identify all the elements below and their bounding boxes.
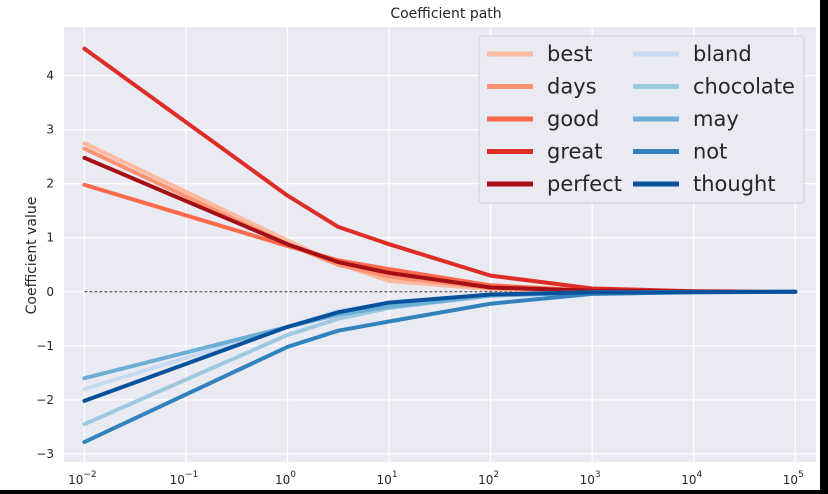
series-line-thought bbox=[82, 289, 798, 403]
y-tick-label: −1 bbox=[36, 339, 54, 353]
x-tick-exponent: −2 bbox=[83, 470, 96, 480]
x-tick-label: 102 bbox=[478, 470, 499, 487]
x-tick-label: 100 bbox=[275, 470, 296, 487]
x-tick-label: 10−2 bbox=[68, 470, 97, 487]
series-lines bbox=[82, 46, 798, 444]
x-tick-exponent: 4 bbox=[696, 470, 702, 480]
legend-label-perfect: perfect bbox=[547, 172, 622, 196]
x-tick-exponent: −1 bbox=[185, 470, 198, 480]
y-tick-label: 2 bbox=[46, 177, 54, 191]
legend-label-best: best bbox=[547, 42, 592, 66]
legend-label-days: days bbox=[547, 75, 597, 99]
x-tick-exponent: 3 bbox=[595, 470, 601, 480]
legend: best days good great perfect bland chocolate ma… bbox=[478, 35, 805, 204]
x-axis-ticks: 10−2 10−1 100 101 102 103 104 105 bbox=[68, 470, 804, 487]
x-tick-exponent: 2 bbox=[493, 470, 499, 480]
y-tick-label: 4 bbox=[46, 69, 54, 83]
x-tick-label: 104 bbox=[681, 470, 702, 487]
legend-label-not: not bbox=[693, 140, 727, 164]
x-tick-label: 105 bbox=[783, 470, 804, 487]
y-tick-label: 3 bbox=[46, 123, 54, 137]
chart-title: Coefficient path bbox=[390, 6, 501, 22]
y-axis-label: Coefficient value bbox=[24, 197, 40, 315]
legend-label-good: good bbox=[547, 107, 599, 131]
legend-label-great: great bbox=[547, 140, 603, 164]
y-tick-label: 1 bbox=[46, 231, 54, 245]
y-axis-ticks: −3 −2 −1 0 1 2 3 4 bbox=[36, 69, 54, 461]
y-tick-label: −3 bbox=[36, 447, 54, 461]
legend-label-may: may bbox=[693, 107, 739, 131]
x-tick-label: 10−1 bbox=[170, 470, 199, 487]
x-tick-exponent: 0 bbox=[290, 470, 296, 480]
legend-label-bland: bland bbox=[693, 42, 752, 66]
legend-label-thought: thought bbox=[693, 172, 776, 196]
x-tick-exponent: 5 bbox=[798, 470, 804, 480]
x-tick-exponent: 1 bbox=[392, 470, 398, 480]
x-tick-label: 103 bbox=[580, 470, 601, 487]
y-tick-label: 0 bbox=[46, 285, 54, 299]
y-tick-label: −2 bbox=[36, 393, 54, 407]
x-tick-label: 101 bbox=[377, 470, 398, 487]
legend-label-chocolate: chocolate bbox=[693, 75, 795, 99]
